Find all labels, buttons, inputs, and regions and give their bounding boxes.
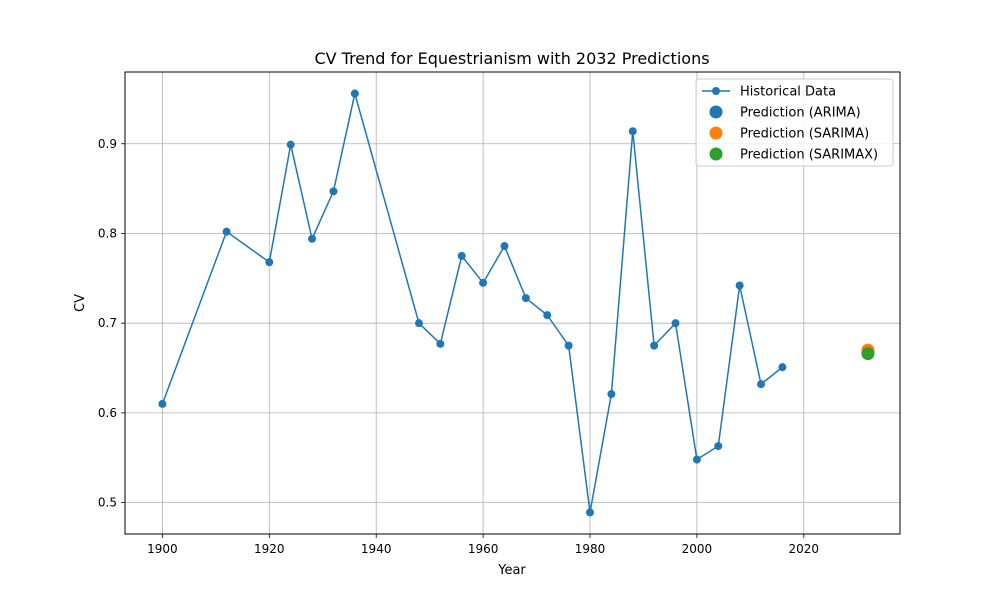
data-point <box>500 242 509 251</box>
legend: Historical Data Prediction (ARIMA) Predict… <box>695 78 894 167</box>
legend-label: Prediction (ARIMA) <box>740 106 861 121</box>
x-tick-label: 1960 <box>468 542 499 556</box>
y-tick-label: 0.6 <box>98 406 117 420</box>
y-tick-label: 0.8 <box>98 226 117 240</box>
x-tick-label: 1940 <box>361 542 392 556</box>
y-tick-label: 0.5 <box>98 496 117 510</box>
series-layer <box>158 89 875 517</box>
data-point <box>735 281 744 290</box>
prediction-point <box>861 347 875 361</box>
data-point <box>628 127 637 136</box>
legend-marker-swatch <box>709 105 723 119</box>
x-tick-label: 2020 <box>789 542 820 556</box>
axes: 1900 1920 1940 1960 1980 2000 2020 0.5 0.6 0.7 0.8… <box>98 137 819 556</box>
data-point <box>350 89 359 98</box>
data-point <box>286 140 295 149</box>
data-point <box>265 258 274 267</box>
y-tick-label: 0.7 <box>98 316 117 330</box>
x-tick-label: 2000 <box>682 542 713 556</box>
plot-area-frame <box>124 71 901 535</box>
data-point <box>757 380 766 389</box>
data-point <box>222 227 231 236</box>
y-tick-label: 0.9 <box>98 137 117 151</box>
legend-label: Prediction (SARIMAX) <box>740 148 878 163</box>
legend-marker-swatch <box>709 126 723 140</box>
legend-frame <box>695 78 894 167</box>
x-axis-label: Year <box>497 563 526 578</box>
data-point <box>414 319 423 328</box>
x-tick-label: 1920 <box>254 542 285 556</box>
data-point <box>671 319 680 328</box>
legend-label: Historical Data <box>740 85 836 100</box>
data-point <box>586 508 594 517</box>
x-tick-label: 1980 <box>575 542 606 556</box>
data-point <box>308 234 317 243</box>
data-point <box>436 339 445 348</box>
chart-title: CV Trend for Equestrianism with 2032 Pre… <box>314 49 709 68</box>
legend-label: Prediction (SARIMA) <box>740 127 869 142</box>
data-point <box>778 363 787 372</box>
legend-marker-swatch <box>712 87 720 95</box>
legend-marker-swatch <box>709 147 723 161</box>
data-point <box>329 187 338 196</box>
data-point <box>650 341 659 350</box>
data-point <box>564 341 573 350</box>
series-line <box>161 93 783 513</box>
data-point <box>158 399 167 408</box>
data-point <box>457 251 466 260</box>
y-axis-label: CV <box>73 294 88 312</box>
data-point <box>543 311 552 320</box>
data-point <box>692 455 701 464</box>
data-point <box>479 278 488 287</box>
x-tick-label: 1900 <box>147 542 178 556</box>
data-point <box>521 294 530 303</box>
data-point <box>607 390 616 399</box>
data-point <box>714 442 723 451</box>
